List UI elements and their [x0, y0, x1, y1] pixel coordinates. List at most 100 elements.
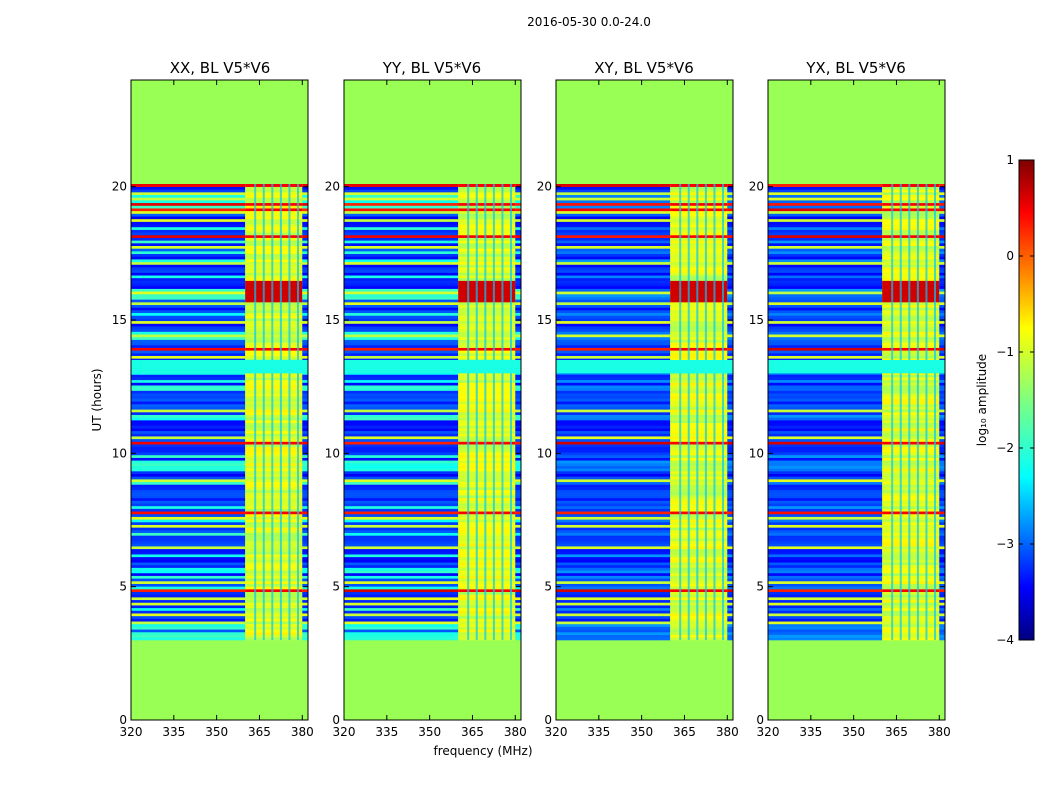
- rfi-band-cell: [458, 610, 516, 614]
- heatmap-row: [727, 613, 733, 617]
- y-tick-label: 10: [325, 446, 340, 460]
- rfi-band-cell: [458, 438, 516, 442]
- rfi-band-cell: [245, 202, 303, 206]
- heatmap-row: [131, 320, 246, 324]
- heatmap-row: [768, 336, 883, 340]
- rfi-band-cell: [882, 473, 940, 477]
- heatmap-row: [727, 248, 733, 252]
- heatmap-row: [556, 256, 671, 260]
- heatmap-row: [939, 476, 945, 480]
- heatmap-row: [556, 304, 671, 308]
- rfi-band-cell: [458, 575, 516, 579]
- heatmap-row: [302, 570, 308, 574]
- heatmap-row: [515, 420, 521, 424]
- heatmap-row: [344, 631, 459, 635]
- rfi-band-cell: [245, 481, 303, 485]
- heatmap-row: [727, 589, 733, 593]
- heatmap-row: [131, 344, 246, 348]
- rfi-band-cell: [670, 597, 728, 601]
- panel-title: YX, BL V5*V6: [805, 59, 906, 77]
- heatmap-row: [131, 189, 246, 193]
- heatmap-row: [939, 473, 945, 477]
- rfi-band-cell: [245, 393, 303, 397]
- rfi-band-cell: [458, 428, 516, 432]
- rfi-band-cell: [882, 197, 940, 201]
- heatmap-row: [939, 299, 945, 303]
- heatmap-row: [556, 221, 671, 225]
- heatmap-row: [515, 412, 521, 415]
- rfi-band-cell: [670, 382, 728, 386]
- rfi-band-cell: [882, 594, 940, 598]
- heatmap-row: [727, 256, 733, 260]
- rfi-band-cell: [670, 500, 728, 504]
- heatmap-row: [727, 277, 733, 281]
- heatmap-row: [131, 347, 246, 351]
- heatmap-row: [302, 425, 308, 429]
- heatmap-row: [727, 629, 733, 633]
- rfi-band-cell: [882, 315, 940, 319]
- rfi-band-cell: [245, 422, 303, 426]
- heatmap-row: [515, 304, 521, 308]
- heatmap-row: [131, 578, 246, 582]
- heatmap-row: [768, 578, 883, 582]
- rfi-band-cell: [670, 503, 728, 507]
- heatmap-row: [768, 377, 883, 381]
- rfi-band-cell: [245, 296, 303, 300]
- rfi-band-cell: [458, 382, 516, 386]
- heatmap-row: [768, 237, 883, 241]
- heatmap-row: [131, 339, 246, 343]
- heatmap-row: [768, 352, 883, 356]
- heatmap-row: [131, 511, 246, 515]
- heatmap-row: [556, 503, 671, 507]
- heatmap-row: [939, 269, 945, 273]
- rfi-band-cell: [670, 468, 728, 472]
- rfi-channel-line: [492, 184, 495, 640]
- heatmap-row: [131, 275, 246, 279]
- rfi-band-cell: [882, 422, 940, 426]
- rfi-channel-line: [679, 184, 682, 640]
- heatmap-row: [727, 259, 733, 263]
- rfi-band-cell: [458, 471, 516, 474]
- heatmap-row: [131, 487, 246, 491]
- heatmap-row: [302, 285, 308, 289]
- rfi-band-cell: [245, 618, 303, 622]
- rfi-band-cell: [882, 192, 940, 196]
- heatmap-row: [939, 285, 945, 289]
- heatmap-row: [344, 613, 459, 617]
- rfi-band-cell: [670, 269, 728, 273]
- heatmap-row: [768, 417, 883, 421]
- heatmap-row: [939, 307, 945, 311]
- heatmap-row: [131, 302, 246, 306]
- rfi-band-cell: [245, 291, 303, 295]
- heatmap-row: [727, 414, 733, 418]
- heatmap-row: [302, 406, 308, 410]
- rfi-band-cell: [458, 339, 516, 343]
- rfi-band-cell: [882, 256, 940, 260]
- heatmap-row: [556, 452, 671, 456]
- rfi-band-cell: [458, 637, 516, 641]
- rfi-band-cell: [670, 540, 728, 544]
- heatmap-row: [515, 580, 521, 584]
- heatmap-row: [556, 543, 671, 547]
- rfi-band-cell: [245, 243, 303, 246]
- rfi-band-cell: [882, 240, 940, 244]
- heatmap-row: [131, 570, 246, 574]
- heatmap-row: [302, 210, 308, 214]
- heatmap-row: [302, 336, 308, 340]
- rfi-band-cell: [882, 605, 940, 609]
- heatmap-row: [344, 318, 459, 322]
- rfi-band-cell: [670, 379, 728, 383]
- y-tick-label: 5: [544, 580, 552, 594]
- rfi-band-cell: [245, 234, 303, 238]
- heatmap-row: [939, 331, 945, 335]
- rfi-band-cell: [245, 513, 303, 517]
- heatmap-row: [939, 200, 945, 204]
- heatmap-row: [768, 243, 883, 246]
- rfi-band-cell: [882, 248, 940, 252]
- heatmap-row: [515, 406, 521, 410]
- heatmap-row: [302, 438, 308, 442]
- y-tick-label: 0: [756, 713, 764, 727]
- heatmap-row: [302, 232, 308, 236]
- heatmap-row: [515, 347, 521, 351]
- heatmap-row: [131, 605, 246, 609]
